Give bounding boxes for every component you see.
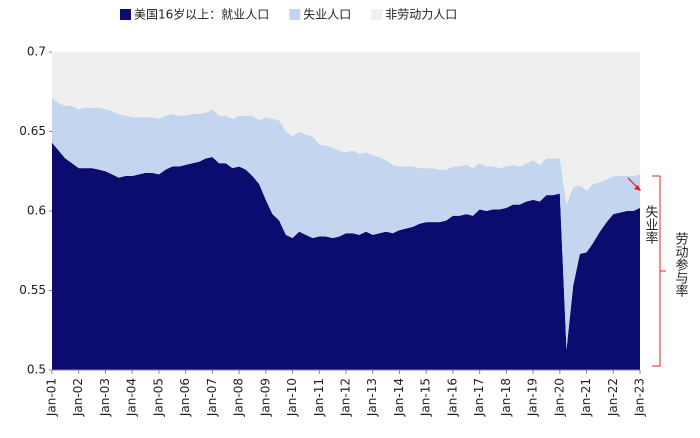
area [52, 142, 640, 370]
legend-swatch [371, 9, 383, 20]
x-tick-label: Jan-23 [633, 378, 647, 417]
x-tick-label: Jan-19 [526, 378, 540, 417]
x-tick-label: Jan-01 [45, 378, 59, 417]
x-tick-label: Jan-18 [499, 378, 513, 417]
x-tick-label: Jan-20 [552, 378, 566, 417]
y-tick-label: 0.6 [27, 204, 46, 218]
y-tick-label: 0.7 [27, 45, 46, 59]
x-tick-label: Jan-07 [205, 378, 219, 417]
arrow-head [634, 185, 641, 191]
x-tick-label: Jan-12 [339, 378, 353, 417]
x-tick-label: Jan-11 [312, 378, 326, 417]
y-tick-label: 0.65 [19, 124, 46, 138]
y-tick-label: 0.5 [27, 363, 46, 377]
annotation: 失业率 [643, 205, 659, 244]
x-tick-label: Jan-06 [178, 378, 192, 417]
x-tick-label: Jan-03 [98, 378, 112, 417]
x-tick-label: Jan-02 [71, 378, 85, 417]
x-tick-label: Jan-05 [151, 378, 165, 417]
x-tick-label: Jan-21 [579, 378, 593, 417]
legend-swatch [120, 9, 131, 20]
annotation: 劳动参与率 [673, 231, 689, 297]
legend-swatch [289, 9, 301, 20]
x-tick-label: Jan-10 [285, 378, 299, 417]
area [52, 52, 640, 205]
x-tick-label: Jan-09 [258, 378, 272, 417]
x-tick-label: Jan-17 [472, 378, 486, 417]
x-tick-label: Jan-04 [125, 378, 139, 417]
x-tick-label: Jan-13 [365, 378, 379, 417]
x-tick-label: Jan-08 [232, 378, 246, 417]
area [52, 98, 640, 350]
legend-label: 美国16岁以上：就业人口 [134, 7, 269, 22]
x-tick-label: Jan-22 [606, 378, 620, 417]
plot-area [52, 52, 640, 370]
x-tick-label: Jan-14 [392, 378, 406, 417]
legend-label: 非劳动力人口 [385, 8, 457, 22]
legend-label: 失业人口 [303, 7, 351, 22]
x-tick-label: Jan-15 [419, 378, 433, 417]
y-tick-label: 0.55 [19, 283, 46, 297]
x-tick-label: Jan-16 [445, 378, 459, 417]
